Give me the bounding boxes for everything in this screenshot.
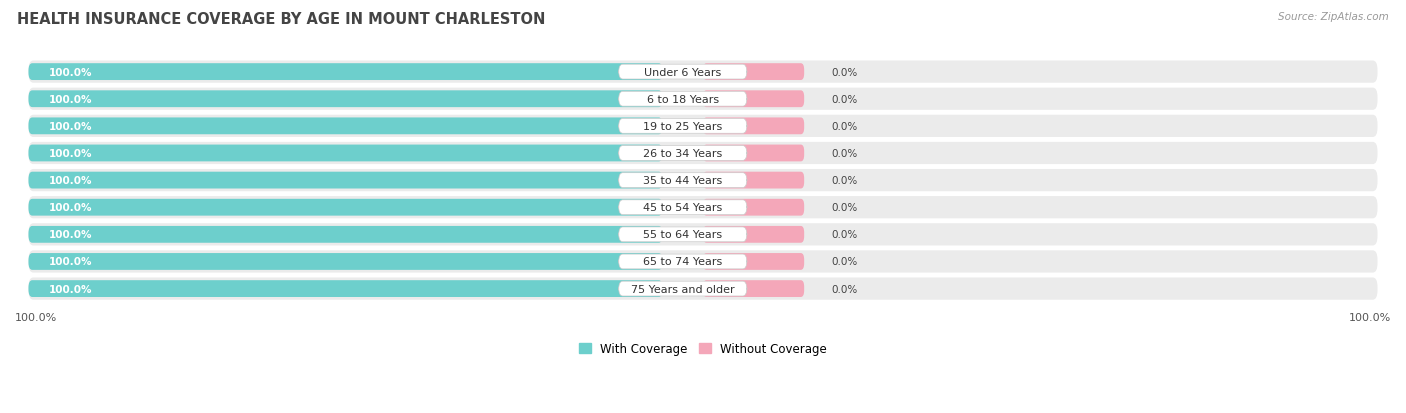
Legend: With Coverage, Without Coverage: With Coverage, Without Coverage (574, 337, 832, 360)
Text: 100.0%: 100.0% (49, 230, 93, 240)
Text: 0.0%: 0.0% (831, 257, 858, 267)
Text: 100.0%: 100.0% (15, 312, 58, 322)
FancyBboxPatch shape (703, 172, 804, 189)
FancyBboxPatch shape (619, 119, 747, 134)
FancyBboxPatch shape (28, 226, 662, 243)
FancyBboxPatch shape (619, 65, 747, 80)
Text: 0.0%: 0.0% (831, 203, 858, 213)
FancyBboxPatch shape (703, 254, 804, 270)
FancyBboxPatch shape (28, 116, 1378, 138)
Text: 100.0%: 100.0% (49, 95, 93, 104)
Text: 0.0%: 0.0% (831, 121, 858, 131)
FancyBboxPatch shape (28, 62, 1378, 83)
FancyBboxPatch shape (619, 173, 747, 188)
Text: 100.0%: 100.0% (49, 67, 93, 77)
FancyBboxPatch shape (28, 91, 662, 108)
Text: 100.0%: 100.0% (49, 257, 93, 267)
Text: 19 to 25 Years: 19 to 25 Years (643, 121, 723, 131)
FancyBboxPatch shape (28, 118, 662, 135)
FancyBboxPatch shape (28, 145, 662, 162)
Text: 100.0%: 100.0% (49, 203, 93, 213)
Text: 100.0%: 100.0% (1348, 312, 1391, 322)
Text: 0.0%: 0.0% (831, 67, 858, 77)
FancyBboxPatch shape (703, 280, 804, 297)
FancyBboxPatch shape (619, 92, 747, 107)
Text: 100.0%: 100.0% (49, 284, 93, 294)
Text: 0.0%: 0.0% (831, 230, 858, 240)
FancyBboxPatch shape (28, 278, 1378, 300)
FancyBboxPatch shape (28, 142, 1378, 165)
FancyBboxPatch shape (703, 64, 804, 81)
Text: 100.0%: 100.0% (49, 176, 93, 186)
Text: 35 to 44 Years: 35 to 44 Years (643, 176, 723, 186)
FancyBboxPatch shape (28, 280, 662, 297)
FancyBboxPatch shape (703, 199, 804, 216)
Text: 55 to 64 Years: 55 to 64 Years (643, 230, 723, 240)
Text: 65 to 74 Years: 65 to 74 Years (643, 257, 723, 267)
Text: 45 to 54 Years: 45 to 54 Years (643, 203, 723, 213)
Text: 0.0%: 0.0% (831, 176, 858, 186)
FancyBboxPatch shape (28, 199, 662, 216)
Text: 0.0%: 0.0% (831, 284, 858, 294)
FancyBboxPatch shape (619, 200, 747, 215)
FancyBboxPatch shape (619, 254, 747, 269)
FancyBboxPatch shape (619, 282, 747, 296)
Text: HEALTH INSURANCE COVERAGE BY AGE IN MOUNT CHARLESTON: HEALTH INSURANCE COVERAGE BY AGE IN MOUN… (17, 12, 546, 27)
FancyBboxPatch shape (703, 145, 804, 162)
Text: 0.0%: 0.0% (831, 95, 858, 104)
FancyBboxPatch shape (619, 228, 747, 242)
FancyBboxPatch shape (28, 197, 1378, 219)
FancyBboxPatch shape (28, 224, 1378, 246)
FancyBboxPatch shape (619, 146, 747, 161)
Text: Source: ZipAtlas.com: Source: ZipAtlas.com (1278, 12, 1389, 22)
Text: Under 6 Years: Under 6 Years (644, 67, 721, 77)
FancyBboxPatch shape (703, 226, 804, 243)
FancyBboxPatch shape (703, 118, 804, 135)
FancyBboxPatch shape (28, 88, 1378, 111)
Text: 6 to 18 Years: 6 to 18 Years (647, 95, 718, 104)
FancyBboxPatch shape (703, 91, 804, 108)
FancyBboxPatch shape (28, 251, 1378, 273)
FancyBboxPatch shape (28, 254, 662, 270)
FancyBboxPatch shape (28, 172, 662, 189)
Text: 100.0%: 100.0% (49, 149, 93, 159)
FancyBboxPatch shape (28, 170, 1378, 192)
Text: 0.0%: 0.0% (831, 149, 858, 159)
Text: 26 to 34 Years: 26 to 34 Years (643, 149, 723, 159)
Text: 100.0%: 100.0% (49, 121, 93, 131)
FancyBboxPatch shape (28, 64, 662, 81)
Text: 75 Years and older: 75 Years and older (631, 284, 734, 294)
